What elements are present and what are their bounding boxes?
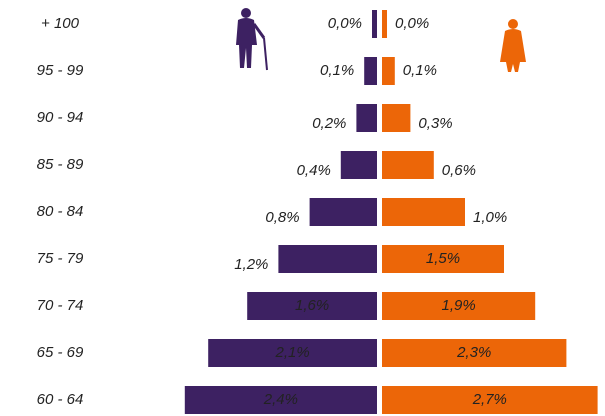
man-icon	[236, 8, 268, 71]
bar	[309, 198, 377, 226]
value-label: 0,0%	[395, 15, 429, 32]
bar	[364, 57, 377, 85]
category-label: 80 - 84	[37, 203, 84, 220]
bar	[382, 198, 465, 226]
category-label: 95 - 99	[37, 62, 84, 79]
bar	[382, 292, 536, 320]
bar	[208, 339, 377, 367]
bar	[382, 245, 504, 273]
value-label: 1,2%	[234, 256, 268, 273]
value-label: 0,3%	[418, 115, 452, 132]
bar	[382, 57, 395, 85]
bar	[184, 386, 377, 414]
bar	[382, 339, 567, 367]
value-label: 0,1%	[320, 62, 354, 79]
value-label: 1,5%	[426, 250, 460, 267]
bar	[382, 10, 387, 38]
value-label: 1,0%	[473, 209, 507, 226]
category-label: 70 - 74	[37, 297, 84, 314]
value-label: 2,7%	[472, 391, 507, 408]
value-label: 0,1%	[403, 62, 437, 79]
value-label: 2,3%	[456, 344, 491, 361]
category-label: 65 - 69	[37, 344, 84, 361]
bar	[278, 245, 377, 273]
category-label: 90 - 94	[37, 109, 84, 126]
value-label: 2,4%	[263, 391, 298, 408]
bar	[382, 386, 598, 414]
category-label: 75 - 79	[37, 250, 84, 267]
bar	[340, 151, 377, 179]
category-label: 85 - 89	[37, 156, 84, 173]
value-label: 0,4%	[297, 162, 331, 179]
category-label: 60 - 64	[37, 391, 84, 408]
bar	[356, 104, 377, 132]
bar	[247, 292, 377, 320]
value-label: 0,0%	[328, 15, 362, 32]
value-label: 0,2%	[312, 115, 346, 132]
woman-icon	[500, 19, 526, 72]
category-label: + 100	[41, 15, 80, 32]
value-label: 0,8%	[265, 209, 299, 226]
bar	[382, 151, 434, 179]
value-label: 1,9%	[441, 297, 475, 314]
value-label: 1,6%	[295, 297, 329, 314]
value-label: 0,6%	[442, 162, 476, 179]
bar	[372, 10, 377, 38]
value-label: 2,1%	[274, 344, 309, 361]
bar	[382, 104, 411, 132]
